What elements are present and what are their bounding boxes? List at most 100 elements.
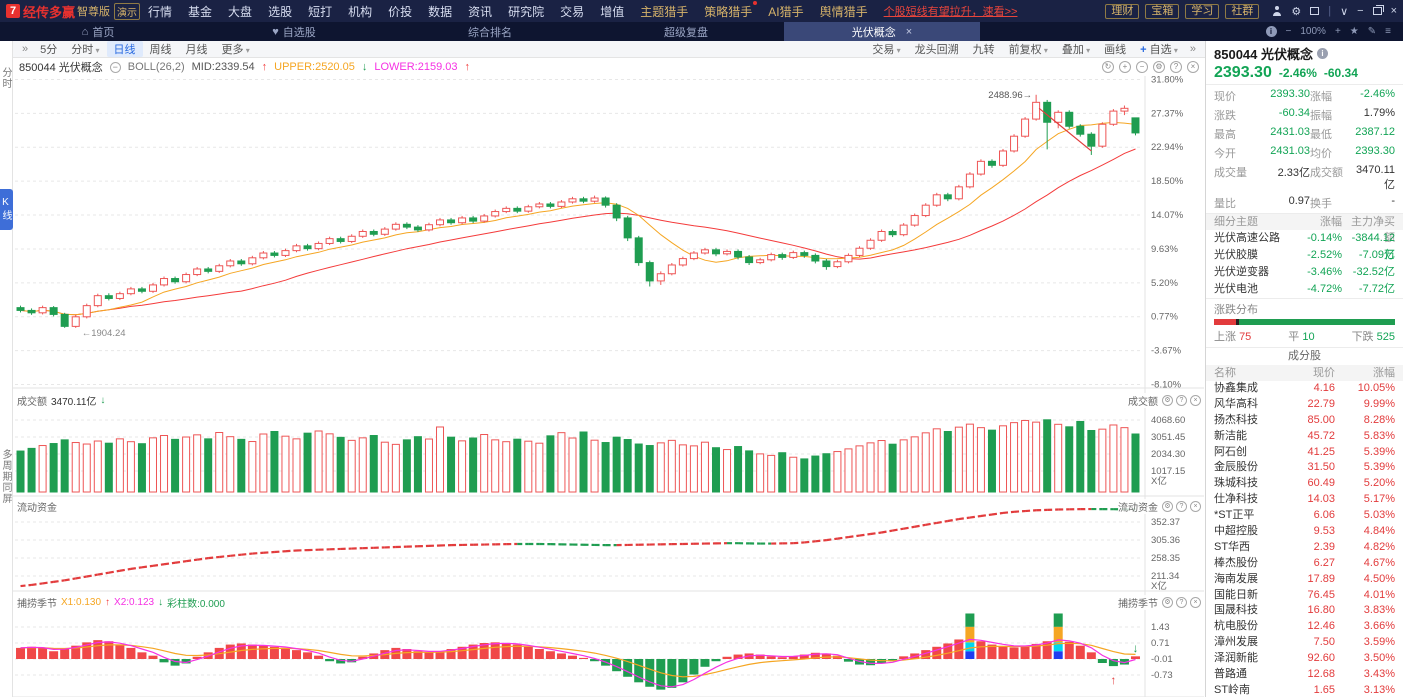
symbol-info-icon[interactable]: i — [1317, 48, 1328, 59]
period-button-日线[interactable]: 日线 — [106, 41, 143, 57]
settings-gear-icon[interactable]: ⚙ — [1291, 5, 1302, 18]
layout-icon[interactable]: ≡ — [1385, 26, 1391, 37]
menubar-item[interactable]: 大盘 — [228, 4, 253, 19]
toolbar-button-九转[interactable]: 九转 — [972, 44, 995, 56]
collapse-indicator-icon[interactable]: − — [109, 61, 121, 73]
theme-row[interactable]: 光伏逆变器 -3.46% -32.52亿 — [1206, 264, 1403, 281]
collapse-chevron-icon[interactable]: ∨ — [1340, 5, 1349, 18]
fishing-help-icon[interactable]: ? — [1176, 597, 1187, 608]
menubar-item[interactable]: 选股 — [268, 4, 293, 19]
stock-row[interactable]: 中超控股 9.53 4.84% — [1206, 524, 1403, 540]
period-button-分时[interactable]: 分时 ▾ — [71, 44, 100, 56]
period-button-月线[interactable]: 月线 — [185, 44, 208, 56]
menubar-item[interactable]: 价投 — [388, 4, 413, 19]
stock-row[interactable]: 仕净科技 14.03 5.17% — [1206, 492, 1403, 508]
zoom-out-icon[interactable]: − — [1136, 61, 1148, 73]
stock-row[interactable]: 国晟科技 16.80 3.83% — [1206, 603, 1403, 619]
topbar-tool-button[interactable]: 宝箱 — [1145, 3, 1180, 19]
stock-row[interactable]: 风华高科 22.79 9.99% — [1206, 397, 1403, 413]
menubar-item-hunter[interactable]: 舆情猎手 — [819, 4, 868, 19]
chart-area[interactable]: 31.80% 27.37% 22.94% 18.50% 14.07% 9.63% 5.20%… — [13, 76, 1205, 697]
menubar-item[interactable]: 资讯 — [468, 4, 493, 19]
volume-settings-gear-icon[interactable]: ⚙ — [1162, 395, 1173, 406]
stock-row[interactable]: 阿石创 41.25 5.39% — [1206, 445, 1403, 461]
toolbar-button-龙头回溯[interactable]: 龙头回溯 — [914, 44, 959, 56]
tab-超级复盘[interactable]: 超级复盘 — [588, 22, 784, 41]
stock-row[interactable]: 国能日新 76.45 4.01% — [1206, 588, 1403, 604]
topbar-tool-button[interactable]: 理财 — [1105, 3, 1140, 19]
topbar-tool-button[interactable]: 学习 — [1185, 3, 1220, 19]
stock-row[interactable]: *ST正平 6.06 5.03% — [1206, 508, 1403, 524]
zoom-in-button[interactable]: + — [1334, 26, 1341, 37]
kline-chart-svg[interactable]: 31.80% 27.37% 22.94% 18.50% 14.07% 9.63% 5.20%… — [13, 76, 1204, 697]
period-button-5分[interactable]: 5分 — [40, 44, 58, 56]
menubar-item[interactable]: 短打 — [308, 4, 333, 19]
tab-光伏概念[interactable]: 光伏概念 × — [784, 22, 980, 41]
liquid-close-icon[interactable]: × — [1190, 501, 1201, 512]
stock-row[interactable]: 杭电股份 12.46 3.66% — [1206, 619, 1403, 635]
tab-close-icon[interactable]: × — [905, 25, 913, 38]
period-button-更多[interactable]: 更多 ▾ — [221, 44, 250, 56]
stock-row[interactable]: 新洁能 45.72 5.83% — [1206, 429, 1403, 445]
stock-row[interactable]: 棒杰股份 6.27 4.67% — [1206, 556, 1403, 572]
zoom-in-icon[interactable]: + — [1119, 61, 1131, 73]
more-tools-icon[interactable]: » — [1189, 43, 1196, 55]
close-window-button[interactable]: × — [1390, 5, 1397, 17]
menubar-item[interactable]: 行情 — [148, 4, 173, 19]
toolbar-button-前复权[interactable]: 前复权 ▾ — [1008, 44, 1048, 56]
tab-首页[interactable]: ⌂ 首页 — [0, 22, 196, 41]
theme-row[interactable]: 光伏胶膜 -2.52% -7.09亿 — [1206, 247, 1403, 264]
view-tab-multiperiod[interactable]: 多周期同屏 — [0, 449, 11, 504]
stock-row[interactable]: 海南发展 17.89 4.50% — [1206, 572, 1403, 588]
promo-link[interactable]: 个股短线有望拉升，速看>> — [883, 6, 1018, 18]
menubar-item[interactable]: 机构 — [348, 4, 373, 19]
toolbar-button-自选[interactable]: + 自选 ▾ — [1140, 44, 1178, 56]
info-icon[interactable]: i — [1265, 26, 1277, 37]
toolbar-button-交易[interactable]: 交易 ▾ — [872, 44, 901, 56]
menubar-item[interactable]: 基金 — [188, 4, 213, 19]
restore-button[interactable] — [1372, 5, 1384, 15]
volume-help-icon[interactable]: ? — [1176, 395, 1187, 406]
liquid-help-icon[interactable]: ? — [1176, 501, 1187, 512]
tab-综合排名[interactable]: 综合排名 — [392, 22, 588, 41]
user-icon[interactable] — [1272, 6, 1282, 16]
menubar-item-hunter[interactable]: 策略猎手 — [704, 0, 758, 20]
stock-row[interactable]: 金辰股份 31.50 5.39% — [1206, 460, 1403, 476]
menubar-item[interactable]: 研究院 — [508, 4, 545, 19]
refresh-icon[interactable]: ↻ — [1102, 61, 1114, 73]
view-tab-kline[interactable]: K线 — [0, 189, 13, 230]
collapse-left-icon[interactable]: » — [22, 43, 29, 55]
close-pane-icon[interactable]: × — [1187, 61, 1199, 73]
minimize-button[interactable]: − — [1357, 5, 1364, 17]
liquid-settings-gear-icon[interactable]: ⚙ — [1162, 501, 1173, 512]
menubar-item-hunter[interactable]: 主题猎手 — [640, 4, 689, 19]
view-tab-minute[interactable]: 分时 — [0, 67, 11, 89]
fishing-close-icon[interactable]: × — [1190, 597, 1201, 608]
workspace-icon[interactable] — [1310, 7, 1320, 15]
help-icon[interactable]: ? — [1170, 61, 1182, 73]
menubar-item[interactable]: 数据 — [428, 4, 453, 19]
period-button-周线[interactable]: 周线 — [149, 44, 172, 56]
volume-close-icon[interactable]: × — [1190, 395, 1201, 406]
toolbar-button-画线[interactable]: 画线 — [1104, 44, 1127, 56]
stock-row[interactable]: ST华西 2.39 4.82% — [1206, 540, 1403, 556]
menubar-item-hunter[interactable]: AI猎手 — [768, 4, 804, 19]
stock-row[interactable]: 泽润新能 92.60 3.50% — [1206, 651, 1403, 667]
stock-row[interactable]: 协鑫集成 4.16 10.05% — [1206, 381, 1403, 397]
fishing-settings-gear-icon[interactable]: ⚙ — [1162, 597, 1173, 608]
stock-row[interactable]: 漳州发展 7.50 3.59% — [1206, 635, 1403, 651]
theme-row[interactable]: 光伏高速公路 -0.14% -3844.12万 — [1206, 230, 1403, 261]
edit-pencil-icon[interactable]: ✎ — [1367, 26, 1377, 37]
stock-row[interactable]: 珠城科技 60.49 5.20% — [1206, 476, 1403, 492]
stock-row[interactable]: 普路通 12.68 3.43% — [1206, 667, 1403, 683]
tab-自选股[interactable]: ♥ 自选股 — [196, 22, 392, 41]
menubar-item[interactable]: 交易 — [560, 4, 585, 19]
chart-settings-gear-icon[interactable]: ⚙ — [1153, 61, 1165, 73]
zoom-out-button[interactable]: − — [1285, 26, 1292, 37]
topbar-tool-button[interactable]: 社群 — [1225, 3, 1260, 19]
toolbar-button-叠加[interactable]: 叠加 ▾ — [1061, 44, 1091, 56]
stock-row[interactable]: 扬杰科技 85.00 8.28% — [1206, 413, 1403, 429]
menubar-item[interactable]: 增值 — [600, 4, 625, 19]
favorite-star-icon[interactable]: ★ — [1349, 26, 1359, 37]
theme-row[interactable]: 光伏电池 -4.72% -7.72亿 — [1206, 281, 1403, 298]
